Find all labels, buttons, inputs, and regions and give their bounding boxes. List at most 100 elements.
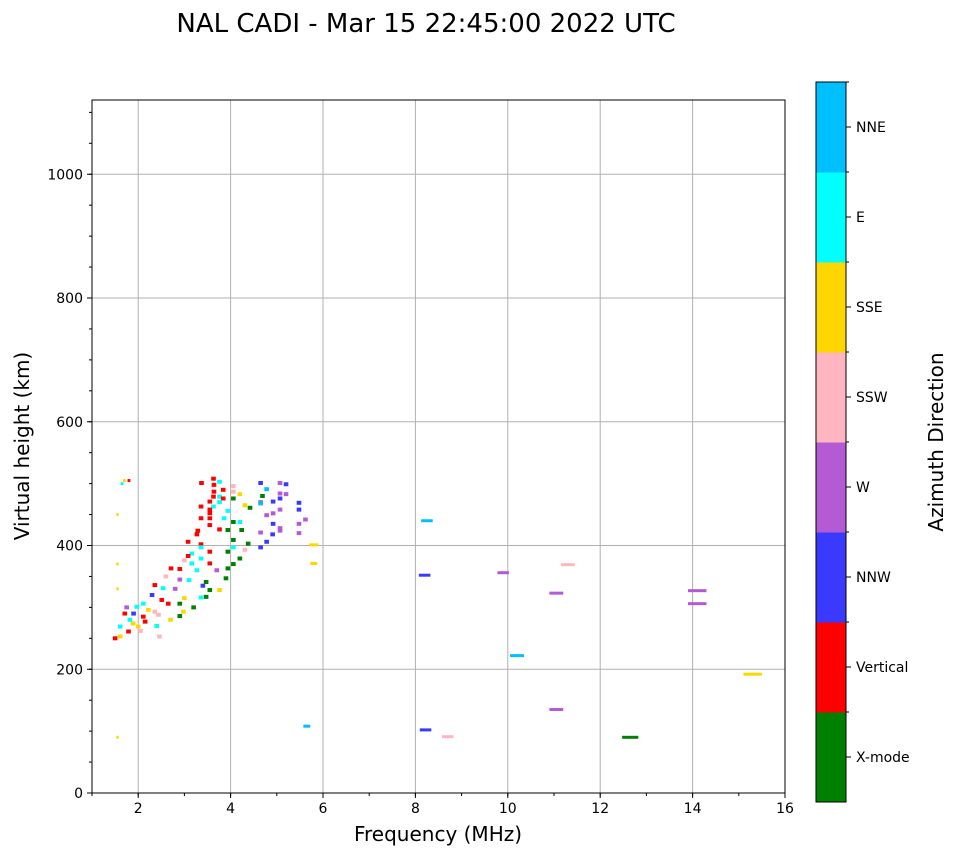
data-point-nnw xyxy=(419,728,432,732)
x-tick-label: 10 xyxy=(499,801,517,817)
data-point-sse xyxy=(116,562,119,566)
data-point-ssw xyxy=(231,489,236,494)
data-point-vertical xyxy=(165,601,171,606)
y-tick-label: 800 xyxy=(56,291,83,307)
data-point-e xyxy=(217,500,222,505)
data-point-vertical xyxy=(185,554,191,559)
data-point-e xyxy=(160,586,166,591)
data-point-w xyxy=(497,571,509,575)
colorbar-label-item: NNW xyxy=(856,570,891,586)
data-point-vertical xyxy=(207,511,213,516)
data-point-e xyxy=(221,516,227,521)
data-point-nnw xyxy=(418,573,431,577)
data-point-x-mode xyxy=(225,528,231,533)
colorbar-frame xyxy=(815,81,847,803)
data-point-nne xyxy=(264,487,269,492)
data-point-ssw xyxy=(152,609,158,614)
data-point-vertical xyxy=(168,566,174,571)
data-point-x-mode xyxy=(225,549,231,554)
data-point-nnw xyxy=(258,481,263,486)
data-point-sse xyxy=(242,503,248,508)
data-point-e xyxy=(134,604,140,609)
x-tick-label: 8 xyxy=(411,801,420,817)
data-point-ssw xyxy=(560,563,575,567)
data-point-w xyxy=(549,591,564,595)
data-point-sse xyxy=(116,587,119,591)
data-point-ssw xyxy=(163,574,169,579)
data-point-vertical xyxy=(207,523,213,528)
data-point-x-mode xyxy=(177,614,183,619)
data-point-x-mode xyxy=(622,735,639,739)
data-point-nnw xyxy=(270,499,276,504)
colorbar-label-item: E xyxy=(856,210,865,226)
data-point-w xyxy=(296,521,302,526)
data-point-w xyxy=(177,577,183,582)
data-point-w xyxy=(124,605,129,610)
data-point-vertical xyxy=(122,611,128,616)
data-point-x-mode xyxy=(231,496,236,501)
data-point-e xyxy=(140,601,146,606)
data-point-nne xyxy=(303,724,311,728)
data-point-sse xyxy=(130,621,136,626)
data-point-ssw xyxy=(156,612,161,617)
data-point-vertical xyxy=(199,481,204,486)
data-point-vertical xyxy=(207,549,213,554)
data-point-vertical xyxy=(217,527,222,532)
data-point-nnw xyxy=(200,583,206,588)
axis-ticks: 2 4 6 8 10 12 14 16 0 200 400 600 800 1000 xyxy=(47,111,794,817)
data-point-vertical xyxy=(126,629,131,634)
colorbar-segment xyxy=(816,442,846,533)
data-point-vertical xyxy=(198,504,204,509)
y-tick-label: 600 xyxy=(56,415,83,431)
data-point-nnw xyxy=(277,496,283,501)
data-point-vertical xyxy=(127,479,131,483)
colorbar-label-item: Vertical xyxy=(856,660,908,676)
data-point-vertical xyxy=(207,507,213,512)
data-point-w xyxy=(296,531,302,536)
data-point-w xyxy=(303,517,308,522)
x-axis-label: Frequency (MHz) xyxy=(354,822,522,846)
data-point-nnw xyxy=(296,507,302,512)
data-point-nnw xyxy=(283,482,289,487)
data-point-vertical xyxy=(112,636,118,641)
colorbar-label: Azimuth Direction xyxy=(924,352,948,531)
data-point-w xyxy=(264,513,269,518)
data-point-e xyxy=(198,545,204,550)
data-point-sse xyxy=(237,492,243,497)
data-point-vertical xyxy=(142,619,148,624)
colorbar-segment xyxy=(816,712,846,803)
data-point-nnw xyxy=(131,611,136,616)
data-point-x-mode xyxy=(247,505,253,510)
data-point-e xyxy=(154,623,159,628)
data-point-sse xyxy=(122,479,126,483)
y-tick-label: 200 xyxy=(56,662,83,678)
data-point-x-mode xyxy=(177,601,183,606)
data-points xyxy=(112,476,762,739)
grid-lines xyxy=(92,100,786,794)
data-point-sse xyxy=(217,588,222,593)
colorbar-segment xyxy=(816,532,846,623)
data-point-e xyxy=(194,568,200,573)
data-point-w xyxy=(277,526,283,531)
data-point-vertical xyxy=(177,567,183,572)
chart-title: NAL CADI - Mar 15 22:45:00 2022 UTC xyxy=(176,9,675,39)
data-point-w xyxy=(549,707,564,711)
data-point-x-mode xyxy=(239,528,244,533)
data-point-sse xyxy=(743,672,762,676)
data-point-ssw xyxy=(441,735,454,739)
colorbar: X-mode Vertical NNW W SSW SSE E NNE xyxy=(815,81,910,803)
data-point-nnw xyxy=(264,539,269,544)
data-point-nnw xyxy=(258,545,263,550)
data-point-x-mode xyxy=(203,580,209,585)
colorbar-label-item: X-mode xyxy=(856,750,910,766)
data-point-w xyxy=(277,491,283,496)
colorbar-segment xyxy=(816,82,846,173)
data-point-e xyxy=(237,519,243,524)
colorbar-label-item: SSW xyxy=(856,390,888,406)
colorbar-segment xyxy=(816,352,846,443)
y-tick-label: 1000 xyxy=(47,167,83,183)
plot-frame xyxy=(91,99,786,794)
data-point-vertical xyxy=(211,482,217,487)
data-point-x-mode xyxy=(260,494,265,498)
